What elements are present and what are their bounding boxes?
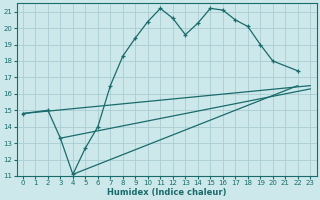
X-axis label: Humidex (Indice chaleur): Humidex (Indice chaleur) (107, 188, 226, 197)
